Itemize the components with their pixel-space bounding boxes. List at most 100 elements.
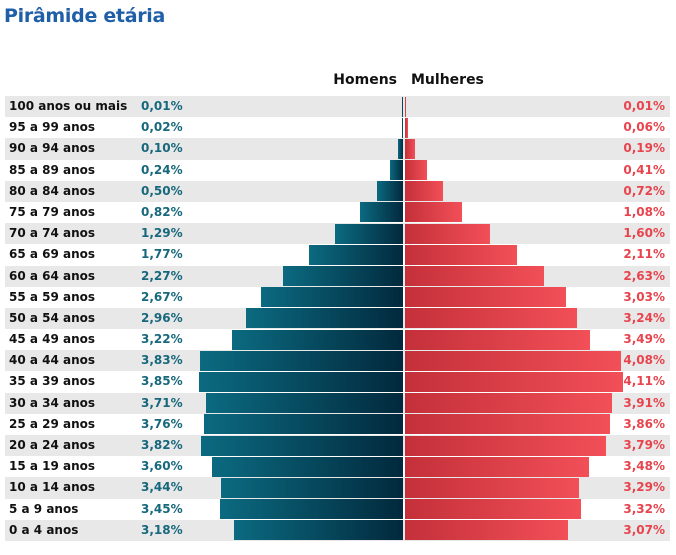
age-group-label: 10 a 14 anos [9,480,96,495]
value-mulheres: 0,72% [623,183,665,198]
value-mulheres: 4,11% [623,374,665,389]
value-homens: 0,01% [141,99,183,113]
pyramid-row: 5 a 9 anos 3,45% 3,32% [5,499,670,520]
value-mulheres: 3,03% [623,289,665,304]
value-homens: 3,18% [141,522,183,537]
value-mulheres: 3,07% [623,522,665,537]
value-mulheres: 2,63% [623,268,665,283]
bar-mulheres [405,181,444,202]
value-homens: 0,82% [141,204,183,219]
age-group-label: 65 a 69 anos [9,247,96,262]
value-homens: 3,60% [141,459,183,474]
value-mulheres: 3,29% [623,480,665,495]
value-homens: 3,82% [141,438,183,452]
age-group-label: 20 a 24 anos [9,438,96,452]
age-group-label: 15 a 19 anos [9,459,96,474]
pyramid-row: 60 a 64 anos 2,27% 2,63% [5,265,670,287]
pyramid-row: 50 a 54 anos 2,96% 3,24% [5,307,670,330]
legend-homens: Homens [333,72,397,88]
bar-homens [220,499,403,520]
pyramid-row: 35 a 39 anos 3,85% 4,11% [5,371,670,392]
age-group-label: 75 a 79 anos [9,204,96,219]
value-mulheres: 3,32% [623,501,665,516]
bar-homens [401,117,403,138]
bar-homens [200,435,403,456]
bar-mulheres [405,435,606,456]
age-group-label: 5 a 9 anos [9,501,79,516]
value-homens: 3,44% [141,480,183,495]
age-group-label: 30 a 34 anos [9,395,96,410]
pyramid-row: 20 a 24 anos 3,82% 3,79% [5,435,670,457]
value-mulheres: 0,41% [623,162,665,177]
age-group-label: 0 a 4 anos [9,522,79,537]
bar-mulheres [405,244,517,265]
value-homens: 1,77% [141,247,183,262]
age-group-label: 100 anos ou mais [9,99,128,113]
age-group-label: 55 a 59 anos [9,289,96,304]
bar-mulheres [405,117,409,138]
bar-mulheres [405,414,610,435]
age-group-label: 40 a 44 anos [9,353,96,368]
legend-mulheres: Mulheres [411,72,484,88]
pyramid-row: 55 a 59 anos 2,67% 3,03% [5,287,670,308]
bar-homens [261,287,403,308]
age-group-label: 60 a 64 anos [9,268,96,283]
value-mulheres: 3,24% [623,310,665,325]
bar-homens [402,96,403,117]
bar-homens [232,329,403,350]
bar-homens [212,456,403,477]
value-mulheres: 3,79% [623,438,665,452]
value-mulheres: 3,49% [623,332,665,347]
bar-mulheres [405,393,613,414]
bar-homens [206,393,403,414]
value-mulheres: 0,01% [623,99,665,113]
bar-homens [200,350,403,371]
age-group-label: 90 a 94 anos [9,141,96,156]
age-group-label: 85 a 89 anos [9,162,96,177]
age-group-label: 50 a 54 anos [9,310,96,325]
pyramid-rows: 100 anos ou mais 0,01% 0,01% 95 a 99 anos 0,… [5,96,670,541]
pyramid-row: 45 a 49 anos 3,22% 3,49% [5,329,670,350]
value-homens: 1,29% [141,226,183,241]
bar-homens [203,414,403,435]
pyramid-row: 70 a 74 anos 1,29% 1,60% [5,223,670,245]
bar-homens [359,202,403,223]
pyramid-row: 15 a 19 anos 3,60% 3,48% [5,456,670,477]
bar-mulheres [405,202,463,223]
age-group-label: 25 a 29 anos [9,416,96,431]
bar-mulheres [405,350,622,371]
pyramid-row: 10 a 14 anos 3,44% 3,29% [5,477,670,499]
bar-homens [234,520,403,541]
value-homens: 2,67% [141,289,183,304]
value-mulheres: 0,19% [623,141,665,156]
bar-mulheres [405,371,623,392]
pyramid-row: 65 a 69 anos 1,77% 2,11% [5,244,670,265]
bar-homens [376,181,403,202]
bar-mulheres [405,287,566,308]
pyramid-row: 80 a 84 anos 0,50% 0,72% [5,180,670,202]
bar-mulheres [405,138,416,159]
pyramid-row: 30 a 34 anos 3,71% 3,91% [5,392,670,414]
bar-homens [390,160,403,181]
bar-mulheres [405,456,590,477]
bar-mulheres [405,329,590,350]
bar-homens [246,308,403,329]
value-homens: 2,96% [141,310,183,325]
age-group-label: 80 a 84 anos [9,183,96,198]
pyramid-row: 40 a 44 anos 3,83% 4,08% [5,350,670,372]
value-homens: 0,24% [141,162,183,177]
value-mulheres: 1,60% [623,226,665,241]
bar-mulheres [405,520,568,541]
value-mulheres: 0,06% [623,120,665,135]
value-homens: 3,45% [141,501,183,516]
bar-homens [220,477,403,498]
age-group-label: 35 a 39 anos [9,374,96,389]
pyramid-row: 25 a 29 anos 3,76% 3,86% [5,414,670,435]
age-group-label: 70 a 74 anos [9,226,96,241]
bar-mulheres [405,308,577,329]
pyramid-row: 95 a 99 anos 0,02% 0,06% [5,117,670,138]
value-homens: 3,76% [141,416,183,431]
bar-homens [309,244,403,265]
bar-mulheres [405,477,580,498]
value-homens: 0,02% [141,120,183,135]
